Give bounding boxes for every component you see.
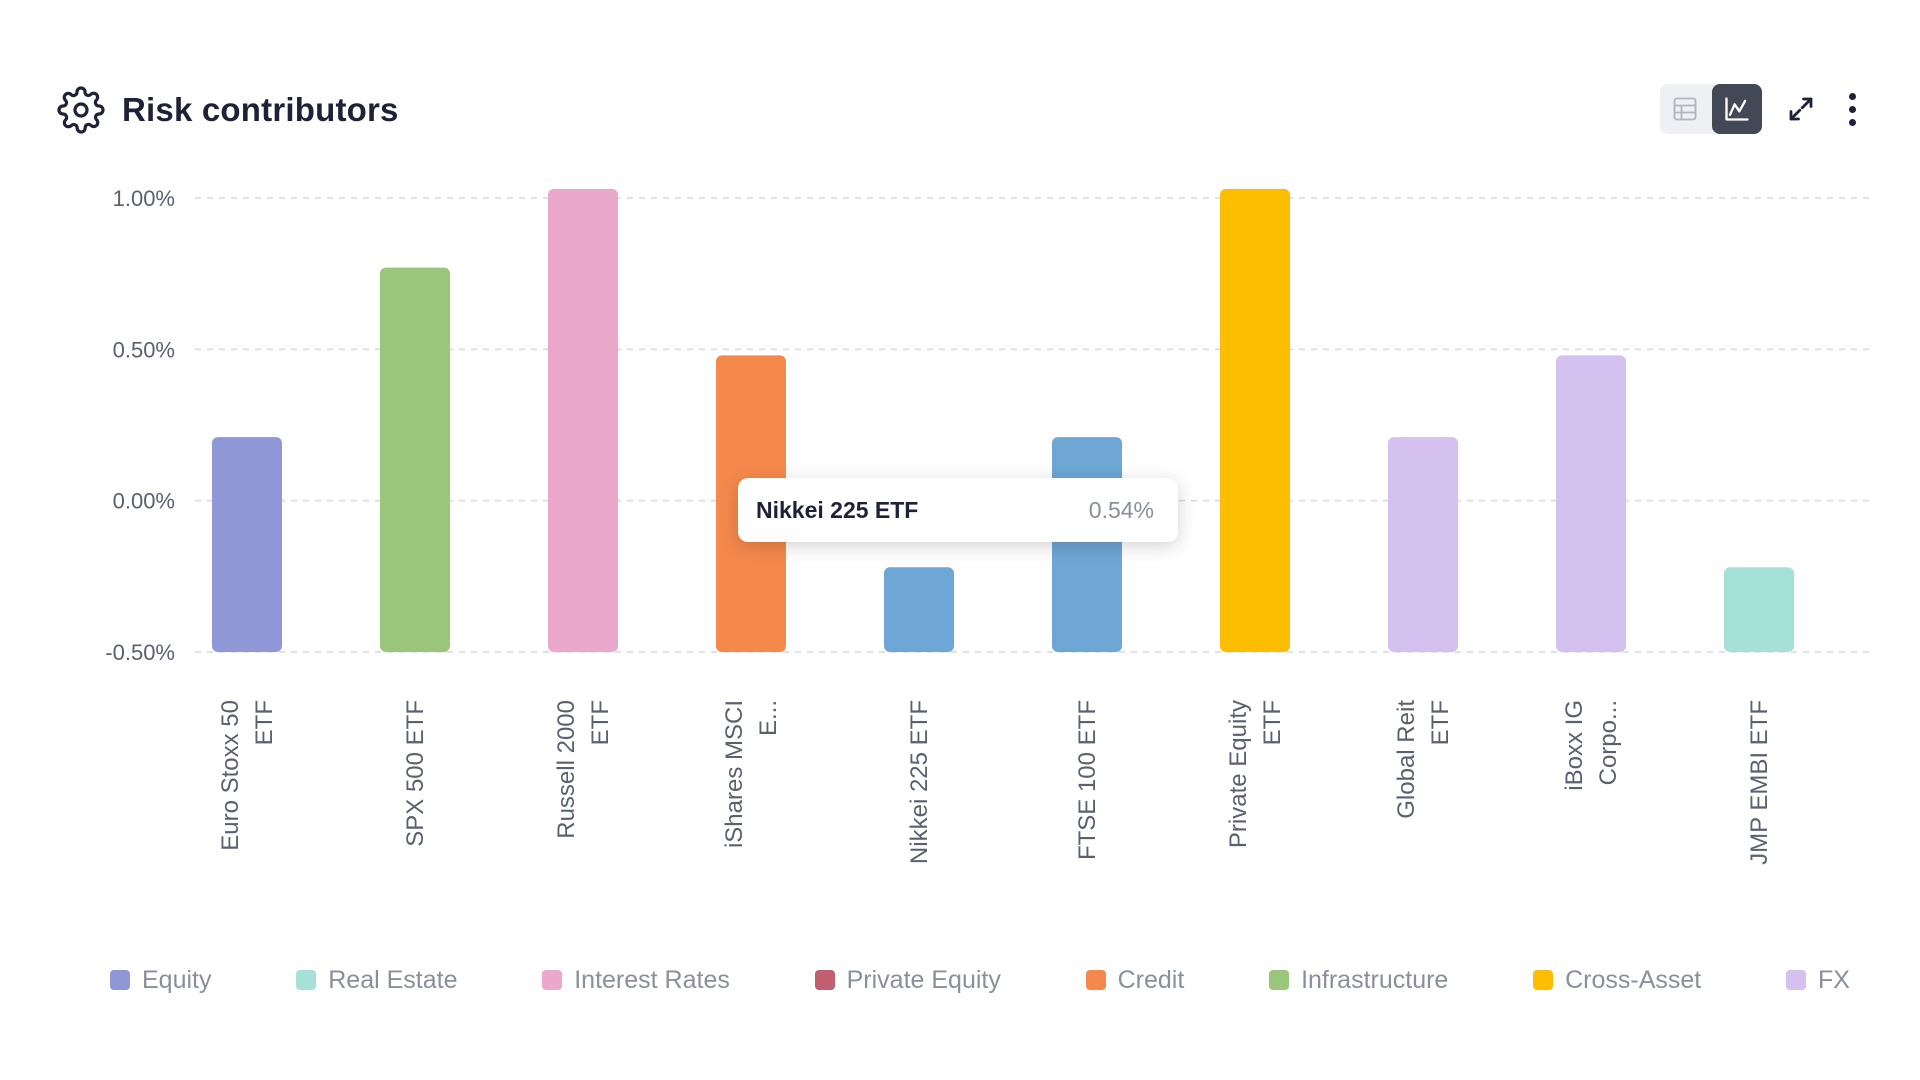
bar [380,267,450,652]
x-tick-label: Euro Stoxx 50 ETF [217,700,278,851]
x-tick-label: FTSE 100 ETF [1074,700,1101,860]
chart-view-button[interactable] [1712,84,1762,134]
legend-label: Credit [1117,965,1185,994]
legend-swatch [296,970,317,990]
table-view-button[interactable] [1660,84,1710,134]
svg-text:FTSE 100 ETF: FTSE 100 ETF [1074,700,1101,860]
bar [1052,437,1122,652]
bar [212,437,282,652]
x-tick-label: Nikkei 225 ETF [906,700,933,864]
expand-icon [1789,97,1813,121]
page-title: Risk contributors [122,91,399,128]
legend-item[interactable]: Interest Rates [542,966,730,995]
legend-item[interactable]: Infrastructure [1269,966,1448,995]
tooltip-value: 0.54% [1088,496,1154,523]
chart-header: Risk contributors [57,84,1877,138]
legend-label: Interest Rates [574,965,730,994]
chart-legend: Equity Real Estate Interest Rates Private E… [110,960,1850,1000]
x-tick-label: JMP EMBI ETF [1746,700,1773,865]
legend-swatch [814,970,835,990]
legend-swatch [1533,970,1554,990]
y-tick-label: 1.00% [113,186,175,211]
x-tick-label: SPX 500 ETF [402,700,429,847]
legend-swatch [1785,970,1806,990]
legend-label: Equity [142,965,212,994]
legend-item[interactable]: Real Estate [296,966,457,995]
more-vertical-icon[interactable] [1842,88,1862,130]
y-tick-label: 0.00% [113,489,175,514]
legend-swatch [1085,970,1106,990]
table-icon [1673,97,1697,121]
x-tick-label: iBoxx IG Corpo... [1561,700,1622,791]
legend-item[interactable]: Equity [110,966,211,995]
view-toggle [1660,84,1762,134]
line-chart-icon [1725,97,1749,121]
bar [1556,355,1626,652]
legend-label: FX [1817,965,1850,994]
legend-item[interactable]: Cross-Asset [1533,966,1701,995]
bar [1724,567,1794,652]
legend-label: Cross-Asset [1565,965,1702,994]
x-tick-label: Global Reit ETF [1393,700,1454,819]
bar [1388,437,1458,652]
x-tick-label: Private Equity ETF [1225,700,1286,848]
legend-item[interactable]: FX [1785,965,1850,995]
y-tick-label: -0.50% [105,640,175,665]
bar [884,567,954,652]
svg-text:Nikkei 225 ETF: Nikkei 225 ETF [906,700,933,864]
bar [548,188,618,653]
svg-text:SPX 500 ETF: SPX 500 ETF [402,700,429,847]
x-tick-label: iShares MSCI E... [721,700,782,848]
legend-label: Private Equity [846,965,1001,994]
y-tick-label: 0.50% [113,337,175,362]
legend-swatch [1269,970,1290,990]
legend-swatch [110,970,130,990]
gear-icon[interactable] [57,86,105,134]
svg-text:JMP EMBI ETF: JMP EMBI ETF [1746,700,1773,865]
legend-item[interactable]: Credit [1085,965,1185,995]
legend-swatch [542,970,563,990]
expand-button[interactable] [1784,92,1818,126]
legend-label: Infrastructure [1301,965,1449,994]
x-tick-label: Russell 2000 ETF [553,700,614,839]
legend-label: Real Estate [328,965,458,994]
tooltip-label: Nikkei 225 ETF [756,496,919,523]
legend-item[interactable]: Private Equity [814,965,1001,995]
chart-tooltip: Nikkei 225 ETF 0.54% [738,478,1178,542]
bar [1220,188,1290,653]
